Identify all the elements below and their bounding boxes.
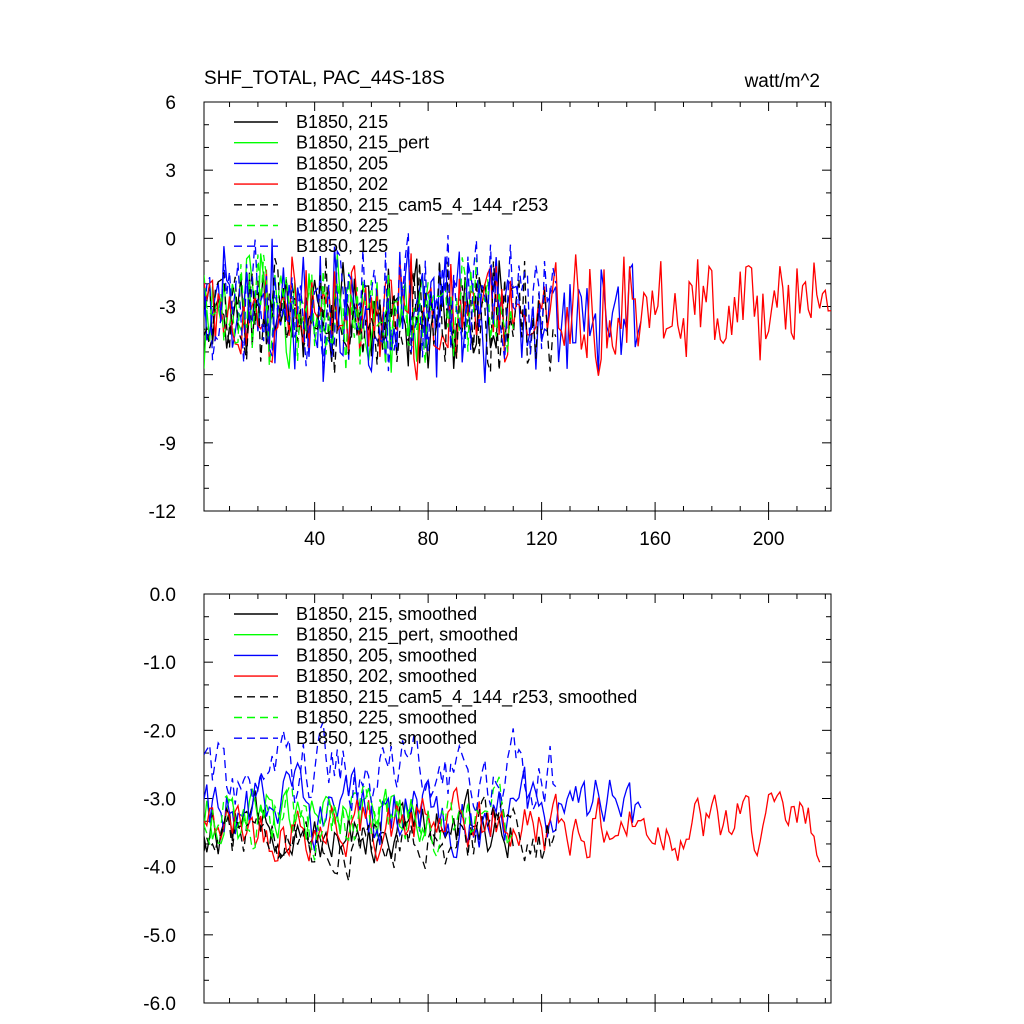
x-tick-label: 200 [753, 529, 785, 550]
y-tick-label: -2.0 [143, 721, 176, 742]
legend-label: B1850, 215 [296, 112, 388, 132]
chart-title: SHF_TOTAL, PAC_44S-18S [204, 68, 445, 89]
series-line [204, 793, 557, 882]
legend-label: B1850, 215_pert [296, 133, 429, 154]
y-tick-label: 0 [165, 229, 176, 250]
series-group [204, 721, 821, 882]
y-tick-label: -12 [149, 502, 176, 523]
legend-label: B1850, 225, smoothed [296, 708, 477, 728]
series-line [204, 786, 821, 863]
legend-label: B1850, 205 [296, 153, 388, 173]
y-tick-label: -9 [159, 434, 176, 455]
y-tick-label: 3 [165, 161, 176, 182]
legend-label: B1850, 215_cam5_4_144_r253 [296, 195, 548, 216]
series-line [204, 721, 557, 816]
series-line [204, 253, 831, 381]
legend-label: B1850, 125 [296, 236, 388, 256]
x-tick-label: 120 [526, 529, 558, 550]
bottom-panel: 0.0 -1.0 -2.0 -3.0 -4.0 -5.0 -6.0 B1850, 215, s… [143, 585, 832, 1015]
series-group [204, 232, 831, 384]
x-tick-label: 160 [639, 529, 671, 550]
x-tick-label: 40 [304, 529, 325, 550]
legend-label: B1850, 215_pert, smoothed [296, 625, 518, 646]
legend-label: B1850, 205, smoothed [296, 645, 477, 665]
legend-label: B1850, 215_cam5_4_144_r253, smoothed [296, 687, 637, 708]
series-line [204, 232, 557, 372]
units-label: watt/m^2 [744, 71, 820, 92]
y-tick-label: -1.0 [143, 653, 176, 674]
legend-label: B1850, 225 [296, 216, 388, 236]
series-line [204, 761, 642, 859]
series-line [204, 254, 514, 371]
y-tick-label: -4.0 [143, 858, 176, 879]
y-tick-label: 0.0 [150, 585, 176, 606]
y-tick-label: -3 [159, 298, 176, 319]
x-tick-label: 80 [418, 529, 439, 550]
legend-label: B1850, 125, smoothed [296, 728, 477, 748]
y-tick-label: -3.0 [143, 790, 176, 811]
legend-label: B1850, 202 [296, 174, 388, 194]
y-tick-label: -5.0 [143, 926, 176, 947]
legend-label: B1850, 202, smoothed [296, 666, 477, 686]
y-tick-label: -6.0 [143, 994, 176, 1015]
legend-label: B1850, 215, smoothed [296, 604, 477, 624]
series-line [204, 776, 514, 861]
series-line [204, 238, 642, 384]
y-tick-label: -6 [159, 366, 176, 387]
y-tick-label: 6 [165, 93, 176, 114]
